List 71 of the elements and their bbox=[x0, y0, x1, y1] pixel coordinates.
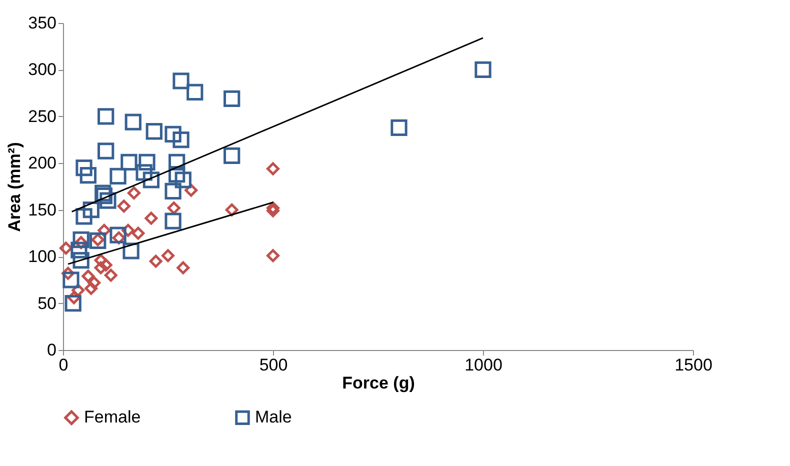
point bbox=[146, 123, 162, 140]
x-tick-label: 1000 bbox=[464, 356, 502, 374]
point bbox=[99, 258, 112, 272]
point bbox=[162, 249, 174, 262]
point bbox=[82, 202, 100, 218]
y-tick-label: 300 bbox=[28, 60, 56, 80]
x-tick-label: 500 bbox=[259, 356, 288, 374]
point bbox=[224, 147, 240, 164]
y-tick-label: 50 bbox=[38, 294, 56, 313]
point bbox=[98, 108, 114, 125]
point bbox=[172, 131, 190, 148]
point bbox=[110, 226, 126, 244]
point bbox=[76, 208, 92, 225]
point bbox=[90, 232, 106, 250]
point bbox=[104, 268, 118, 282]
x-tick-label: 0 bbox=[58, 356, 68, 374]
point bbox=[266, 201, 280, 214]
point bbox=[59, 242, 72, 255]
point bbox=[164, 212, 182, 230]
point bbox=[142, 172, 160, 188]
point bbox=[127, 186, 140, 200]
point bbox=[80, 166, 97, 184]
point bbox=[88, 276, 101, 290]
point bbox=[266, 204, 280, 218]
point bbox=[82, 270, 95, 283]
point bbox=[76, 159, 92, 176]
y-tick-label: 250 bbox=[28, 106, 56, 126]
point bbox=[266, 162, 280, 176]
point bbox=[172, 72, 190, 90]
point bbox=[224, 90, 240, 107]
x-axis-title: Force (g) bbox=[342, 374, 415, 392]
point bbox=[168, 154, 186, 171]
point bbox=[176, 261, 190, 274]
point bbox=[94, 261, 108, 274]
point bbox=[164, 126, 182, 142]
y-tick-label: 100 bbox=[28, 247, 56, 266]
point bbox=[72, 252, 90, 269]
point bbox=[132, 226, 145, 240]
point bbox=[266, 249, 280, 262]
legend-label: Female bbox=[84, 408, 141, 427]
point bbox=[72, 231, 90, 248]
point bbox=[84, 282, 98, 295]
point bbox=[149, 254, 162, 268]
point bbox=[138, 154, 156, 171]
point bbox=[94, 254, 108, 267]
y-tick-label: 350 bbox=[28, 14, 56, 32]
point bbox=[174, 172, 192, 188]
point bbox=[98, 142, 114, 160]
y-axis-title: Area (mm²) bbox=[5, 142, 24, 232]
point bbox=[390, 119, 408, 136]
point bbox=[70, 242, 88, 258]
y-tick-label: 0 bbox=[47, 340, 56, 360]
legend-label: Male bbox=[255, 408, 292, 427]
y-tick-label: 150 bbox=[28, 200, 56, 220]
point bbox=[168, 166, 186, 183]
point bbox=[474, 61, 492, 78]
point bbox=[110, 168, 126, 185]
point bbox=[62, 272, 80, 288]
point bbox=[164, 182, 182, 200]
point bbox=[186, 84, 204, 100]
point bbox=[100, 192, 116, 209]
x-tick-label: 1500 bbox=[674, 356, 712, 374]
point bbox=[124, 114, 142, 130]
point bbox=[144, 212, 158, 225]
point bbox=[117, 200, 130, 213]
point bbox=[167, 201, 180, 214]
y-tick-label: 200 bbox=[28, 154, 56, 173]
point bbox=[136, 164, 152, 181]
point bbox=[120, 154, 138, 171]
point bbox=[64, 294, 82, 312]
point bbox=[96, 188, 112, 204]
